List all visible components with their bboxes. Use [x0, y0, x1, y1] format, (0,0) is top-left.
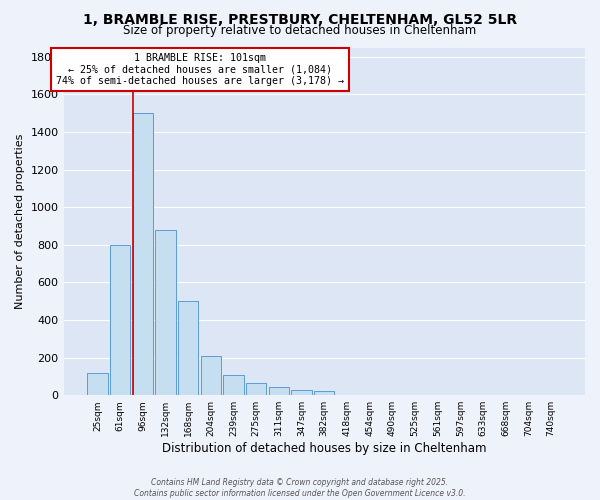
Bar — [87, 372, 107, 395]
Bar — [246, 383, 266, 395]
Bar — [110, 245, 130, 395]
X-axis label: Distribution of detached houses by size in Cheltenham: Distribution of detached houses by size … — [162, 442, 487, 455]
Bar — [200, 356, 221, 395]
Bar — [178, 301, 199, 395]
Text: 1, BRAMBLE RISE, PRESTBURY, CHELTENHAM, GL52 5LR: 1, BRAMBLE RISE, PRESTBURY, CHELTENHAM, … — [83, 12, 517, 26]
Bar — [133, 114, 153, 395]
Text: 1 BRAMBLE RISE: 101sqm
← 25% of detached houses are smaller (1,084)
74% of semi-: 1 BRAMBLE RISE: 101sqm ← 25% of detached… — [56, 53, 344, 86]
Text: Contains HM Land Registry data © Crown copyright and database right 2025.
Contai: Contains HM Land Registry data © Crown c… — [134, 478, 466, 498]
Bar — [223, 374, 244, 395]
Y-axis label: Number of detached properties: Number of detached properties — [15, 134, 25, 309]
Bar — [269, 387, 289, 395]
Bar — [292, 390, 312, 395]
Bar — [155, 230, 176, 395]
Text: Size of property relative to detached houses in Cheltenham: Size of property relative to detached ho… — [124, 24, 476, 37]
Bar — [314, 392, 334, 395]
